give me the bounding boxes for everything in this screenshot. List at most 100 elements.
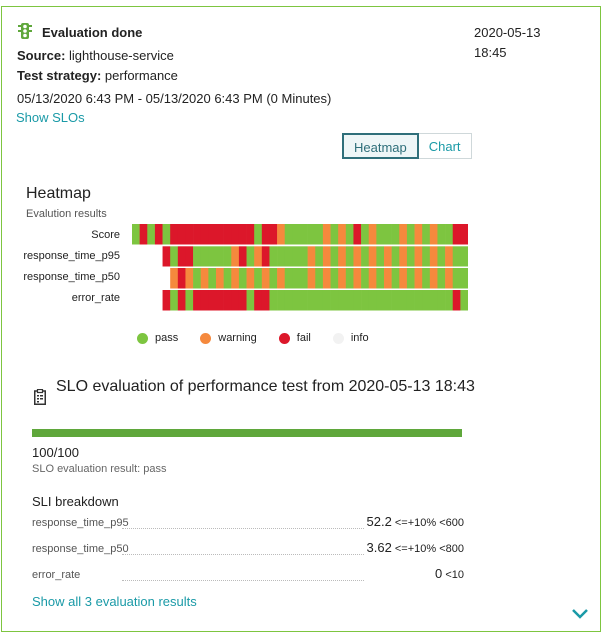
heatmap-cell[interactable] (399, 224, 408, 245)
heatmap-cell[interactable] (384, 290, 392, 311)
heatmap-cell[interactable] (330, 268, 339, 289)
heatmap-cell[interactable] (307, 224, 316, 245)
heatmap-cell[interactable] (162, 246, 171, 267)
heatmap-cell[interactable] (185, 290, 194, 311)
heatmap-cell[interactable] (391, 290, 400, 311)
heatmap-cell[interactable] (223, 224, 232, 245)
heatmap-cell[interactable] (200, 268, 209, 289)
heatmap-cell[interactable] (322, 290, 331, 311)
heatmap-cell[interactable] (147, 246, 156, 267)
heatmap-cell[interactable] (246, 268, 255, 289)
heatmap-cell[interactable] (307, 246, 316, 267)
heatmap-cell[interactable] (170, 224, 179, 245)
heatmap-cell[interactable] (254, 246, 263, 267)
show-all-results-link[interactable]: Show all 3 evaluation results (32, 594, 197, 609)
heatmap-cell[interactable] (292, 290, 301, 311)
heatmap-cell[interactable] (414, 224, 423, 245)
heatmap-cell[interactable] (376, 246, 385, 267)
heatmap-cell[interactable] (307, 268, 316, 289)
heatmap-cell[interactable] (460, 290, 468, 311)
heatmap-cell[interactable] (139, 224, 148, 245)
heatmap-cell[interactable] (391, 268, 400, 289)
heatmap-cell[interactable] (452, 290, 461, 311)
heatmap-cell[interactable] (154, 246, 163, 267)
heatmap-cell[interactable] (399, 290, 408, 311)
heatmap-cell[interactable] (269, 268, 278, 289)
heatmap-cell[interactable] (300, 246, 308, 267)
heatmap-cell[interactable] (414, 268, 423, 289)
heatmap-cell[interactable] (284, 224, 293, 245)
heatmap-cell[interactable] (238, 290, 247, 311)
heatmap-cell[interactable] (322, 224, 331, 245)
heatmap-cell[interactable] (223, 268, 232, 289)
heatmap-cell[interactable] (154, 268, 163, 289)
heatmap-cell[interactable] (231, 268, 240, 289)
heatmap-cell[interactable] (216, 290, 224, 311)
heatmap-cell[interactable] (170, 290, 179, 311)
heatmap-cell[interactable] (193, 224, 202, 245)
heatmap-cell[interactable] (292, 268, 301, 289)
heatmap-cell[interactable] (300, 268, 308, 289)
heatmap-cell[interactable] (223, 290, 232, 311)
heatmap-cell[interactable] (185, 246, 194, 267)
heatmap-cell[interactable] (170, 246, 179, 267)
heatmap-cell[interactable] (284, 246, 293, 267)
heatmap-cell[interactable] (300, 224, 308, 245)
heatmap-cell[interactable] (437, 290, 446, 311)
heatmap-cell[interactable] (261, 246, 270, 267)
heatmap-cell[interactable] (254, 268, 263, 289)
heatmap-cell[interactable] (368, 246, 377, 267)
heatmap-cell[interactable] (139, 246, 148, 267)
heatmap-cell[interactable] (147, 290, 156, 311)
heatmap-cell[interactable] (139, 290, 148, 311)
heatmap-cell[interactable] (452, 268, 461, 289)
heatmap-cell[interactable] (208, 246, 217, 267)
heatmap-cell[interactable] (460, 246, 468, 267)
heatmap-cell[interactable] (185, 268, 194, 289)
heatmap-cell[interactable] (391, 246, 400, 267)
heatmap-cell[interactable] (399, 268, 408, 289)
heatmap-cell[interactable] (177, 290, 186, 311)
heatmap-cell[interactable] (322, 268, 331, 289)
heatmap-cell[interactable] (376, 290, 385, 311)
heatmap-cell[interactable] (384, 268, 392, 289)
heatmap-cell[interactable] (177, 224, 186, 245)
heatmap-cell[interactable] (177, 246, 186, 267)
heatmap-cell[interactable] (292, 246, 301, 267)
heatmap-cell[interactable] (315, 246, 324, 267)
heatmap-cell[interactable] (254, 290, 263, 311)
heatmap-cell[interactable] (391, 224, 400, 245)
heatmap-cell[interactable] (361, 268, 370, 289)
heatmap-cell[interactable] (361, 224, 370, 245)
heatmap-cell[interactable] (399, 246, 408, 267)
heatmap-cell[interactable] (406, 290, 415, 311)
heatmap-cell[interactable] (193, 246, 202, 267)
heatmap-cell[interactable] (246, 246, 255, 267)
heatmap-cell[interactable] (307, 290, 316, 311)
heatmap-cell[interactable] (132, 224, 140, 245)
heatmap-cell[interactable] (361, 290, 370, 311)
heatmap-cell[interactable] (422, 290, 431, 311)
heatmap-cell[interactable] (162, 290, 171, 311)
heatmap-cell[interactable] (284, 290, 293, 311)
tab-chart[interactable]: Chart (418, 133, 472, 159)
heatmap-cell[interactable] (223, 246, 232, 267)
heatmap-cell[interactable] (177, 268, 186, 289)
heatmap-cell[interactable] (162, 224, 171, 245)
heatmap-cell[interactable] (200, 224, 209, 245)
heatmap-cell[interactable] (238, 268, 247, 289)
heatmap-cell[interactable] (170, 268, 179, 289)
heatmap-cell[interactable] (406, 224, 415, 245)
heatmap-cell[interactable] (452, 224, 461, 245)
heatmap-cell[interactable] (154, 224, 163, 245)
heatmap-cell[interactable] (429, 246, 438, 267)
heatmap-cell[interactable] (376, 268, 385, 289)
heatmap-cell[interactable] (376, 224, 385, 245)
heatmap-cell[interactable] (368, 268, 377, 289)
heatmap-cell[interactable] (246, 290, 255, 311)
heatmap-cell[interactable] (246, 224, 255, 245)
heatmap-cell[interactable] (216, 224, 224, 245)
heatmap-cell[interactable] (460, 224, 468, 245)
heatmap-cell[interactable] (261, 290, 270, 311)
heatmap-cell[interactable] (154, 290, 163, 311)
